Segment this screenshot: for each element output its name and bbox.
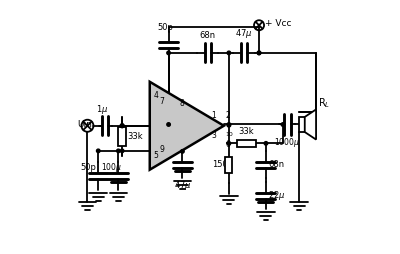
Text: 33k: 33k [239,127,254,136]
Text: 5: 5 [154,151,158,160]
Bar [299,117,305,132]
Text: 50p: 50p [80,163,96,172]
Circle shape [167,51,170,55]
Text: 22$\mu$: 22$\mu$ [268,189,286,202]
Text: 3: 3 [211,131,216,140]
Text: 9: 9 [160,145,165,154]
Circle shape [227,51,231,55]
Circle shape [96,149,100,153]
Text: 2: 2 [225,111,230,120]
Bar [225,156,232,173]
Text: 100$\mu$: 100$\mu$ [101,161,122,174]
Circle shape [227,123,231,127]
Bar [237,140,256,147]
Text: 150: 150 [212,160,228,169]
Polygon shape [305,109,316,139]
Text: 50p: 50p [158,23,174,31]
Circle shape [181,150,184,153]
Text: 68n: 68n [200,31,216,40]
Circle shape [281,123,285,126]
Text: 1000$\mu$: 1000$\mu$ [274,136,300,149]
Circle shape [116,149,120,153]
Circle shape [264,141,268,145]
Circle shape [120,149,124,153]
Circle shape [120,124,124,128]
Bar [118,127,126,146]
Polygon shape [150,82,224,170]
Circle shape [227,123,231,126]
Circle shape [257,51,261,55]
Circle shape [257,51,261,55]
Text: + Vcc: + Vcc [265,20,291,28]
Text: 4: 4 [154,91,158,100]
Text: 47$\mu$: 47$\mu$ [174,179,191,192]
Text: 8: 8 [180,99,185,108]
Text: 1: 1 [211,111,216,120]
Text: 47$\mu$: 47$\mu$ [235,27,253,40]
Text: 33k: 33k [127,132,143,141]
Text: 10: 10 [225,132,233,137]
Text: Uin: Uin [77,120,92,129]
Circle shape [167,123,170,126]
Circle shape [120,124,124,128]
Text: 6: 6 [225,140,230,149]
Text: 7: 7 [160,97,165,106]
Text: 68n: 68n [268,160,284,169]
Circle shape [120,124,124,128]
Circle shape [227,141,231,145]
Text: R$_L$: R$_L$ [318,96,330,110]
Text: 1$\mu$: 1$\mu$ [96,103,109,116]
